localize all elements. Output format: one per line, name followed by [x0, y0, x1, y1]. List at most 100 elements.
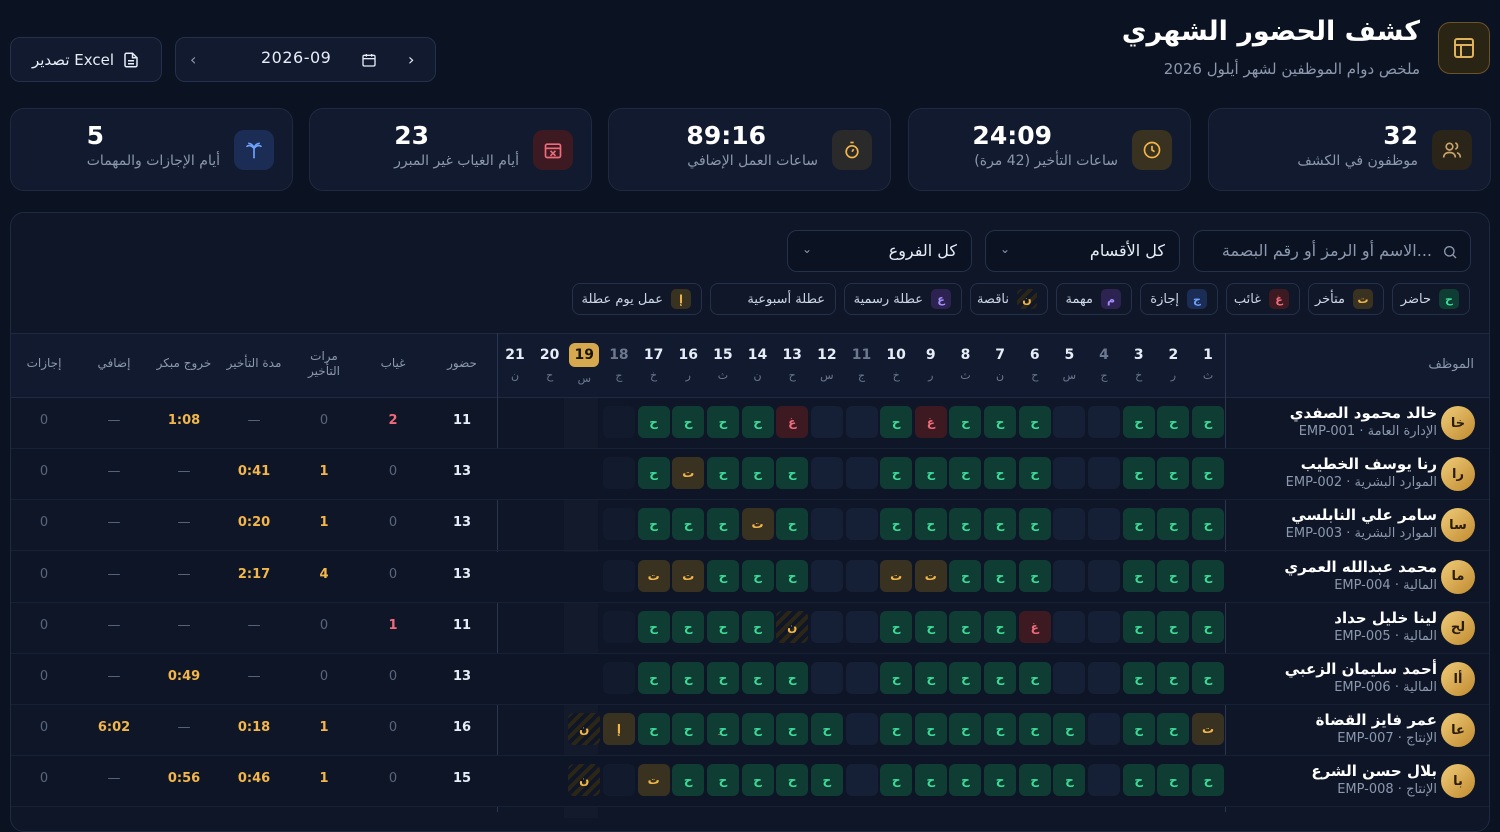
search-field[interactable]: الاسم أو الرمز أو رقم البصمة...: [1193, 230, 1471, 272]
attendance-cell[interactable]: [846, 611, 878, 643]
attendance-cell[interactable]: ن: [568, 713, 600, 745]
attendance-cell[interactable]: ح: [638, 713, 670, 745]
attendance-cell[interactable]: ح: [1123, 662, 1155, 694]
attendance-cell[interactable]: ح: [1019, 560, 1051, 592]
attendance-cell[interactable]: ح: [1157, 611, 1189, 643]
attendance-cell[interactable]: [811, 457, 843, 489]
attendance-cell[interactable]: ت: [915, 560, 947, 592]
attendance-cell[interactable]: [603, 406, 635, 438]
department-value[interactable]: كل الأقسام: [1090, 241, 1165, 260]
attendance-cell[interactable]: إ: [603, 713, 635, 745]
attendance-cell[interactable]: غ: [1019, 611, 1051, 643]
attendance-cell[interactable]: ح: [984, 560, 1016, 592]
attendance-cell[interactable]: ح: [880, 662, 912, 694]
attendance-cell[interactable]: [811, 508, 843, 540]
attendance-cell[interactable]: [1053, 611, 1085, 643]
attendance-cell[interactable]: [1053, 662, 1085, 694]
attendance-cell[interactable]: [846, 713, 878, 745]
employee-name[interactable]: محمد عبدالله العمري: [1284, 558, 1437, 576]
attendance-cell[interactable]: ح: [707, 764, 739, 796]
search-input[interactable]: الاسم أو الرمز أو رقم البصمة...: [1222, 241, 1432, 260]
attendance-cell[interactable]: [846, 764, 878, 796]
attendance-cell[interactable]: ح: [1157, 764, 1189, 796]
attendance-cell[interactable]: [811, 611, 843, 643]
attendance-cell[interactable]: ح: [1192, 457, 1224, 489]
attendance-cell[interactable]: ح: [776, 560, 808, 592]
branch-select[interactable]: كل الفروع ⌄: [787, 230, 972, 272]
attendance-cell[interactable]: ن: [568, 764, 600, 796]
attendance-cell[interactable]: [1053, 457, 1085, 489]
attendance-cell[interactable]: ح: [1019, 457, 1051, 489]
attendance-cell[interactable]: ح: [915, 764, 947, 796]
attendance-cell[interactable]: ح: [915, 662, 947, 694]
attendance-cell[interactable]: ح: [949, 662, 981, 694]
attendance-cell[interactable]: ح: [915, 508, 947, 540]
attendance-cell[interactable]: ح: [672, 713, 704, 745]
attendance-cell[interactable]: ح: [638, 457, 670, 489]
attendance-cell[interactable]: ح: [1192, 406, 1224, 438]
attendance-cell[interactable]: ح: [880, 611, 912, 643]
attendance-cell[interactable]: ن: [776, 611, 808, 643]
attendance-cell[interactable]: غ: [776, 406, 808, 438]
attendance-cell[interactable]: ح: [742, 560, 774, 592]
attendance-cell[interactable]: [811, 560, 843, 592]
attendance-cell[interactable]: ح: [638, 406, 670, 438]
attendance-cell[interactable]: ح: [1019, 764, 1051, 796]
attendance-cell[interactable]: ح: [949, 764, 981, 796]
attendance-cell[interactable]: ح: [707, 713, 739, 745]
attendance-cell[interactable]: ح: [776, 713, 808, 745]
attendance-cell[interactable]: ح: [742, 406, 774, 438]
attendance-cell[interactable]: ح: [776, 764, 808, 796]
attendance-cell[interactable]: ح: [1192, 764, 1224, 796]
employee-name[interactable]: عمر فايز القضاة: [1316, 711, 1437, 729]
attendance-cell[interactable]: ح: [776, 662, 808, 694]
attendance-cell[interactable]: ح: [984, 406, 1016, 438]
attendance-cell[interactable]: ح: [742, 662, 774, 694]
attendance-cell[interactable]: ح: [915, 713, 947, 745]
attendance-cell[interactable]: ح: [949, 713, 981, 745]
attendance-cell[interactable]: ت: [672, 457, 704, 489]
attendance-cell[interactable]: ح: [949, 508, 981, 540]
attendance-cell[interactable]: [1088, 713, 1120, 745]
attendance-cell[interactable]: ح: [707, 611, 739, 643]
attendance-cell[interactable]: [1088, 611, 1120, 643]
attendance-cell[interactable]: ح: [638, 662, 670, 694]
attendance-cell[interactable]: ت: [638, 560, 670, 592]
month-value[interactable]: 2026-09: [261, 48, 331, 67]
attendance-cell[interactable]: ح: [742, 611, 774, 643]
attendance-cell[interactable]: [1053, 508, 1085, 540]
attendance-cell[interactable]: ح: [949, 560, 981, 592]
employee-name[interactable]: خالد محمود الصفدي: [1290, 404, 1437, 422]
employee-name[interactable]: لينا خليل حداد: [1334, 609, 1437, 627]
attendance-cell[interactable]: ح: [707, 406, 739, 438]
attendance-cell[interactable]: ح: [742, 457, 774, 489]
attendance-cell[interactable]: ح: [880, 406, 912, 438]
attendance-cell[interactable]: ح: [672, 611, 704, 643]
calendar-icon[interactable]: [361, 52, 377, 68]
attendance-cell[interactable]: [1088, 406, 1120, 438]
attendance-cell[interactable]: ح: [984, 611, 1016, 643]
attendance-cell[interactable]: ح: [1053, 764, 1085, 796]
employee-name[interactable]: سامر علي النابلسي: [1291, 506, 1437, 524]
attendance-cell[interactable]: ت: [742, 508, 774, 540]
attendance-cell[interactable]: ح: [1123, 611, 1155, 643]
attendance-cell[interactable]: [603, 457, 635, 489]
attendance-cell[interactable]: ح: [811, 713, 843, 745]
attendance-cell[interactable]: ح: [707, 662, 739, 694]
attendance-cell[interactable]: ح: [1019, 662, 1051, 694]
attendance-cell[interactable]: ت: [672, 560, 704, 592]
attendance-cell[interactable]: [603, 560, 635, 592]
attendance-cell[interactable]: ح: [984, 662, 1016, 694]
attendance-cell[interactable]: ح: [1157, 406, 1189, 438]
attendance-cell[interactable]: [1088, 662, 1120, 694]
attendance-cell[interactable]: [603, 611, 635, 643]
attendance-cell[interactable]: ح: [1157, 713, 1189, 745]
attendance-cell[interactable]: ح: [811, 764, 843, 796]
attendance-cell[interactable]: ح: [1123, 457, 1155, 489]
attendance-cell[interactable]: ح: [672, 662, 704, 694]
